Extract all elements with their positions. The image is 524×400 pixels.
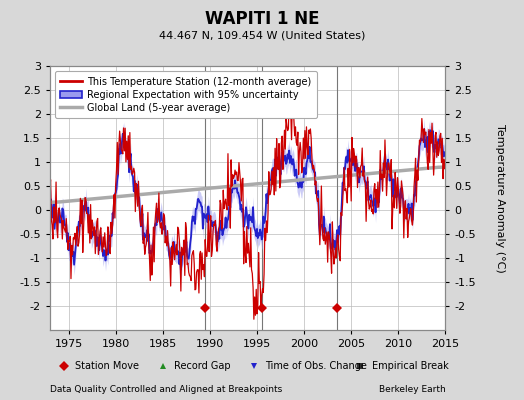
Text: Data Quality Controlled and Aligned at Breakpoints: Data Quality Controlled and Aligned at B… [50, 385, 282, 394]
Text: 44.467 N, 109.454 W (United States): 44.467 N, 109.454 W (United States) [159, 30, 365, 40]
Text: Empirical Break: Empirical Break [372, 362, 449, 371]
Text: Time of Obs. Change: Time of Obs. Change [265, 362, 367, 371]
Text: Record Gap: Record Gap [174, 362, 231, 371]
Text: Berkeley Earth: Berkeley Earth [379, 385, 445, 394]
Text: WAPITI 1 NE: WAPITI 1 NE [205, 10, 319, 28]
Legend: This Temperature Station (12-month average), Regional Expectation with 95% uncer: This Temperature Station (12-month avera… [54, 71, 317, 118]
Text: Station Move: Station Move [75, 362, 139, 371]
Y-axis label: Temperature Anomaly (°C): Temperature Anomaly (°C) [496, 124, 506, 272]
